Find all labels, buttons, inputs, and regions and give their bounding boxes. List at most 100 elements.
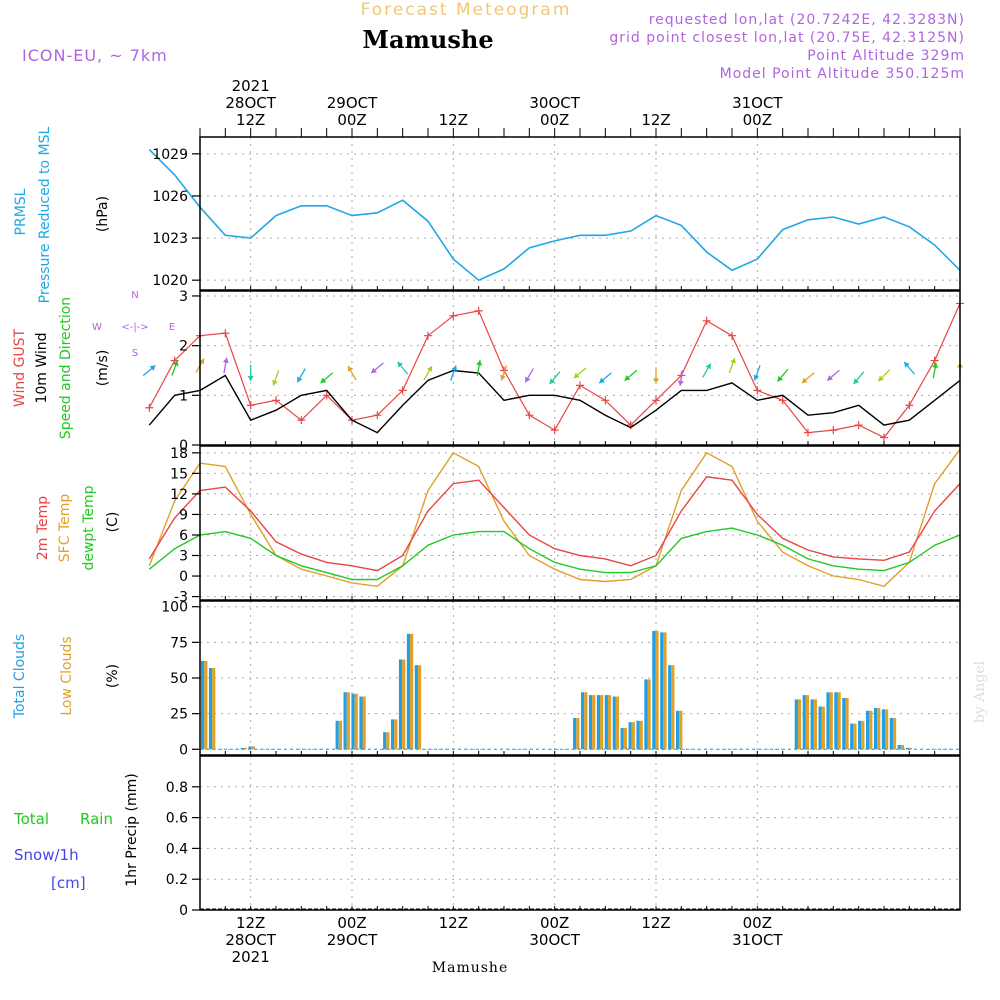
wind-direction-arrowhead [932, 362, 939, 369]
total-cloud-bar [826, 692, 830, 750]
wind-direction-arrowhead [247, 375, 254, 381]
low-cloud-bar [869, 710, 873, 750]
low-cloud-bar [576, 717, 580, 750]
gust-marker [702, 316, 711, 325]
pressure-unit: (hPa) [95, 196, 111, 232]
wind-direction-arrowhead [149, 365, 156, 371]
low-cloud-bar [584, 692, 588, 750]
gust-marker [145, 403, 154, 412]
ytick-label-precip: 0 [179, 903, 188, 919]
total-cloud-bar [573, 717, 577, 750]
ytick-label-temperature: 6 [179, 528, 188, 544]
wind-direction-arrowhead [172, 360, 179, 367]
low-cloud-bar [362, 696, 366, 750]
low-cloud-bar [607, 695, 612, 750]
pressure-line [148, 149, 961, 282]
wind-label-direction: Speed and Direction [58, 297, 74, 439]
ytick-label-wind: 1 [179, 388, 188, 404]
low-cloud-bar [845, 697, 849, 750]
pressure-label-msl: Pressure Reduced to MSL [37, 126, 53, 303]
total-cloud-bar [905, 747, 909, 750]
gust-marker [652, 396, 660, 405]
low-cloud-bar [346, 692, 350, 750]
model-altitude: Model Point Altitude 350.125m [720, 66, 965, 82]
panel-frame-pressure [199, 136, 961, 291]
low-cloud-bar [671, 665, 675, 750]
gust-marker [880, 433, 888, 442]
wind-speed-line [148, 369, 961, 434]
wind-direction-arrowhead [272, 379, 278, 386]
total-cloud-bar [644, 679, 648, 750]
frame-layer [199, 136, 961, 911]
bottom-time-label: 2021 [232, 948, 270, 966]
compass-e: E [169, 322, 175, 333]
top-time-label: 12Z [641, 111, 670, 129]
gust-marker [930, 356, 939, 365]
wind-direction-arrowhead [198, 358, 205, 365]
wind-direction-arrowhead [549, 378, 556, 385]
low-cloud-bar [647, 679, 651, 750]
gust-marker [854, 421, 863, 430]
forecast-subtitle: Forecast Meteogram [361, 0, 572, 20]
total-cloud-bar [208, 668, 213, 750]
panel-frame-precip [199, 755, 961, 911]
ytick-label-pressure: 1023 [152, 231, 188, 247]
low-cloud-bar [354, 693, 358, 750]
bottom-time-label: 12Z [439, 914, 468, 932]
low-cloud-bar [615, 696, 620, 750]
total-cloud-bar [398, 659, 403, 750]
compass-arrows: <-|-> [121, 322, 148, 333]
panel-frame-wind [199, 290, 961, 446]
gust-marker [449, 311, 458, 320]
gust-marker [905, 401, 914, 410]
ytick-label-clouds: 100 [161, 600, 188, 616]
gust-marker [297, 416, 306, 425]
bottom-time-label: 30OCT [529, 931, 580, 949]
page-title: Mamushe [362, 25, 493, 54]
total-cloud-bar [810, 699, 814, 750]
gust-marker [246, 401, 255, 410]
clouds-label-low: Low Clouds [59, 636, 75, 715]
wind-direction-arrowhead [451, 365, 458, 372]
total-cloud-bar [889, 717, 893, 750]
wind-direction-arrowhead [320, 377, 327, 384]
total-cloud-bar [652, 630, 656, 750]
top-time-label: 12Z [439, 111, 468, 129]
wind-direction-arrowhead [730, 357, 736, 364]
total-cloud-bar [628, 722, 632, 750]
gust-marker [804, 428, 812, 437]
low-cloud-bar [631, 722, 635, 750]
total-cloud-bar [351, 693, 355, 750]
bottom-time-label: 31OCT [732, 931, 783, 949]
ytick-label-wind: 3 [179, 289, 188, 305]
wind-direction-arrowhead [827, 375, 833, 381]
top-time-label: 00Z [337, 111, 366, 129]
ytick-label-temperature: 9 [179, 507, 188, 523]
clouds-unit: (%) [105, 664, 121, 688]
clouds-label-total: Total Clouds [12, 634, 28, 719]
total-cloud-bar [881, 709, 886, 750]
ytick-label-clouds: 25 [170, 707, 188, 723]
gust-marker [550, 426, 559, 435]
low-cloud-bar [655, 630, 659, 750]
panel-frame-temperature [199, 445, 961, 601]
bottom-time-label: 29OCT [327, 931, 378, 949]
top-time-label: 31OCT [732, 94, 783, 112]
total-cloud-bar [668, 665, 672, 750]
wind-direction-arrowhead [525, 376, 531, 383]
low-cloud-bar [394, 719, 398, 750]
low-cloud-bar [417, 665, 422, 750]
low-cloud-bar [853, 723, 857, 750]
low-cloud-bar [797, 699, 802, 750]
wind-direction-arrowhead [801, 377, 808, 384]
total-cloud-bar [897, 745, 901, 750]
gust-marker [373, 411, 382, 420]
ytick-label-clouds: 75 [170, 635, 188, 651]
wind-direction-arrowhead [347, 366, 354, 372]
low-cloud-bar [679, 710, 683, 750]
wind-direction-arrowhead [599, 377, 605, 384]
dewpt-temp-line [148, 527, 961, 581]
low-cloud-bar [639, 720, 643, 750]
precip-ylabel: 1hr Precip (mm) [124, 773, 140, 886]
